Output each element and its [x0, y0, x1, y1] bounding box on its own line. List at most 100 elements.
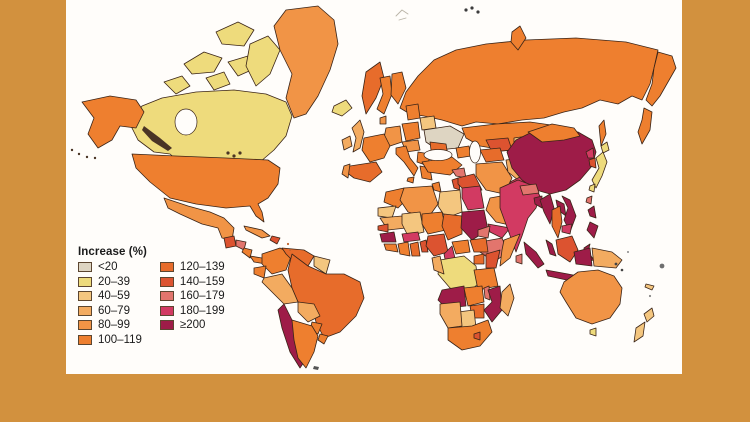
- legend-swatch: [78, 334, 92, 345]
- legend-label: <20: [98, 261, 118, 273]
- region-western-sahara: [377, 205, 397, 219]
- region-denmark: [379, 115, 387, 125]
- great-lakes: [226, 151, 230, 155]
- region-portugal: [341, 163, 351, 179]
- franz-josef-land: [470, 6, 474, 10]
- legend-swatch: [78, 320, 92, 330]
- region-india: [499, 179, 541, 253]
- region-nigeria: [425, 233, 449, 257]
- region-baltics: [405, 103, 421, 121]
- region-usa: [131, 153, 281, 223]
- region-ireland: [341, 135, 353, 151]
- hudson-bay: [174, 108, 198, 136]
- region-borneo: [555, 235, 579, 263]
- region-nicaragua: [241, 247, 253, 259]
- region-spain: [345, 161, 383, 183]
- region-chad: [441, 213, 463, 241]
- region-belarus: [419, 115, 437, 131]
- region-philippines: [586, 221, 599, 239]
- region-turkmenistan: [479, 147, 505, 163]
- region-south-sudan: [469, 237, 489, 253]
- legend-label: 20–39: [98, 275, 130, 288]
- region-caucasus: [455, 145, 472, 159]
- fiji: [659, 263, 665, 269]
- region-canada-arctic: [183, 51, 223, 75]
- legend-label: 100–119: [98, 333, 142, 346]
- region-greenland: [273, 5, 339, 119]
- falklands: [313, 366, 319, 370]
- aleutian-islands: [77, 152, 81, 156]
- region-colombia: [261, 247, 293, 275]
- aleutian-islands: [93, 156, 97, 160]
- region-canada: [129, 89, 293, 175]
- region-cuba: [243, 225, 271, 239]
- region-taiwan: [585, 195, 593, 205]
- region-norway: [361, 61, 385, 115]
- region-uk: [351, 119, 365, 153]
- region-central-african-republic: [451, 239, 471, 255]
- legend-label: ≥200: [179, 319, 206, 331]
- legend-item: 80–99: [78, 319, 142, 331]
- legend-swatch: [159, 262, 174, 272]
- legend-label: 40–59: [98, 290, 130, 302]
- legend-label: 160–179: [179, 290, 225, 302]
- region-kamchatka: [637, 107, 653, 145]
- region-ecuador: [253, 265, 267, 279]
- solomon-islands: [614, 262, 618, 266]
- region-canada-arctic: [215, 21, 255, 47]
- region-chukotka: [645, 51, 677, 107]
- region-australia: [559, 269, 623, 325]
- legend-label: 80–99: [98, 319, 130, 331]
- legend-item: 40–59: [78, 290, 142, 302]
- region-malaysia: [545, 239, 557, 257]
- region-bolivia: [297, 301, 321, 323]
- region-guinea: [379, 231, 397, 243]
- alaska-panhandle: [142, 126, 172, 151]
- svalbard-outline: [395, 9, 409, 21]
- legend-swatch: [159, 291, 174, 301]
- region-sumatra: [523, 241, 545, 269]
- pacific-islet: [648, 294, 652, 298]
- legend-item: <20: [78, 261, 142, 273]
- great-lakes: [238, 151, 242, 155]
- region-hispaniola: [269, 235, 281, 245]
- caribbean-islet: [289, 249, 291, 251]
- region-niger: [421, 211, 447, 235]
- region-gabon-congo: [431, 255, 445, 275]
- region-japan-honshu: [591, 151, 608, 189]
- legend-swatch: [78, 305, 92, 316]
- region-papua-new-guinea: [591, 247, 623, 269]
- legend-label: 60–79: [98, 304, 130, 317]
- region-new-caledonia: [644, 283, 655, 291]
- region-nepal: [519, 183, 540, 196]
- region-italy: [395, 145, 419, 177]
- region-south-africa: [447, 319, 493, 351]
- region-kenya: [485, 249, 501, 269]
- legend-item: 60–79: [78, 305, 142, 317]
- region-canada-arctic: [163, 75, 191, 95]
- legend-label: 120–139: [179, 261, 225, 273]
- region-tasmania: [589, 327, 597, 337]
- region-philippines: [587, 205, 597, 219]
- franz-josef-land: [464, 8, 468, 12]
- region-senegal: [377, 223, 389, 233]
- region-eritrea: [477, 225, 491, 239]
- legend-item: ≥200: [159, 319, 225, 331]
- region-mongolia: [527, 123, 581, 143]
- region-zambia: [463, 285, 485, 307]
- legend: Increase (%) <20 20–39 40–59 60–79 80–99 100–…: [78, 246, 225, 346]
- caribbean-islet: [286, 242, 290, 246]
- legend-grid: <20 20–39 40–59 60–79 80–99 100–119 120–139 140…: [78, 261, 225, 346]
- legend-swatch: [159, 320, 174, 330]
- region-sierra-leone-liberia: [383, 243, 399, 253]
- region-bangladesh: [533, 195, 543, 209]
- legend-item: 20–39: [78, 276, 142, 288]
- region-thailand: [551, 205, 563, 239]
- map-panel: Increase (%) <20 20–39 40–59 60–79 80–99 100–…: [66, 0, 682, 374]
- region-sweden: [376, 75, 393, 115]
- solomon-islands: [620, 268, 624, 272]
- region-novaya-zemlya: [510, 25, 527, 51]
- region-uganda: [473, 253, 485, 265]
- legend-item: 140–159: [159, 276, 225, 288]
